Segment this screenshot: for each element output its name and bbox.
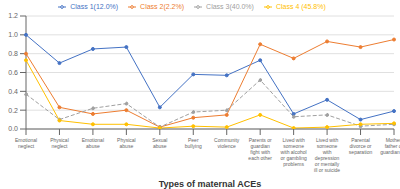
html-text:Class 1(12.0%): Class 1(12.0%) bbox=[70, 3, 119, 10]
svg-text:Communityviolence: Communityviolence bbox=[214, 137, 240, 149]
svg-text:Lived withsomeonewith alcoholo: Lived withsomeonewith alcoholor gambling… bbox=[281, 137, 307, 167]
svg-text:Physicalabuse: Physicalabuse bbox=[117, 137, 136, 149]
svg-text:Emotionalneglect: Emotionalneglect bbox=[15, 137, 37, 149]
svg-text:Sexualabuse: Sexualabuse bbox=[152, 137, 167, 149]
svg-text:0.2: 0.2 bbox=[8, 107, 18, 114]
svg-text:1.0: 1.0 bbox=[8, 31, 18, 38]
svg-text:Lived withsomeonewithdepressio: Lived withsomeonewithdepressionor mental… bbox=[314, 137, 340, 173]
svg-text:1.2: 1.2 bbox=[8, 12, 18, 19]
svg-text:Types of maternal ACEs: Types of maternal ACEs bbox=[159, 179, 262, 189]
html-text:Class 4 (45.8%): Class 4 (45.8%) bbox=[275, 3, 326, 10]
svg-text:Parentaldivorce orseparation: Parentaldivorce orseparation bbox=[349, 137, 373, 155]
svg-text:Emotionalabuse: Emotionalabuse bbox=[82, 137, 104, 149]
svg-text:0.0: 0.0 bbox=[8, 125, 18, 132]
svg-text:0.8: 0.8 bbox=[8, 50, 18, 57]
html-text:Class 2(2.2%): Class 2(2.2%) bbox=[140, 3, 185, 10]
svg-text:Physicalneglect: Physicalneglect bbox=[50, 137, 69, 149]
svg-text:0.4: 0.4 bbox=[8, 88, 18, 95]
svg-text:Peerbullying: Peerbullying bbox=[185, 137, 202, 149]
svg-text:Parents orguardianfight withea: Parents orguardianfight witheach other bbox=[248, 137, 272, 161]
html-text:Class 3(40.0%): Class 3(40.0%) bbox=[206, 3, 254, 10]
svg-text:0.6: 0.6 bbox=[8, 69, 18, 76]
svg-text:Mother,father orguardian die: Mother,father orguardian die bbox=[380, 137, 392, 155]
